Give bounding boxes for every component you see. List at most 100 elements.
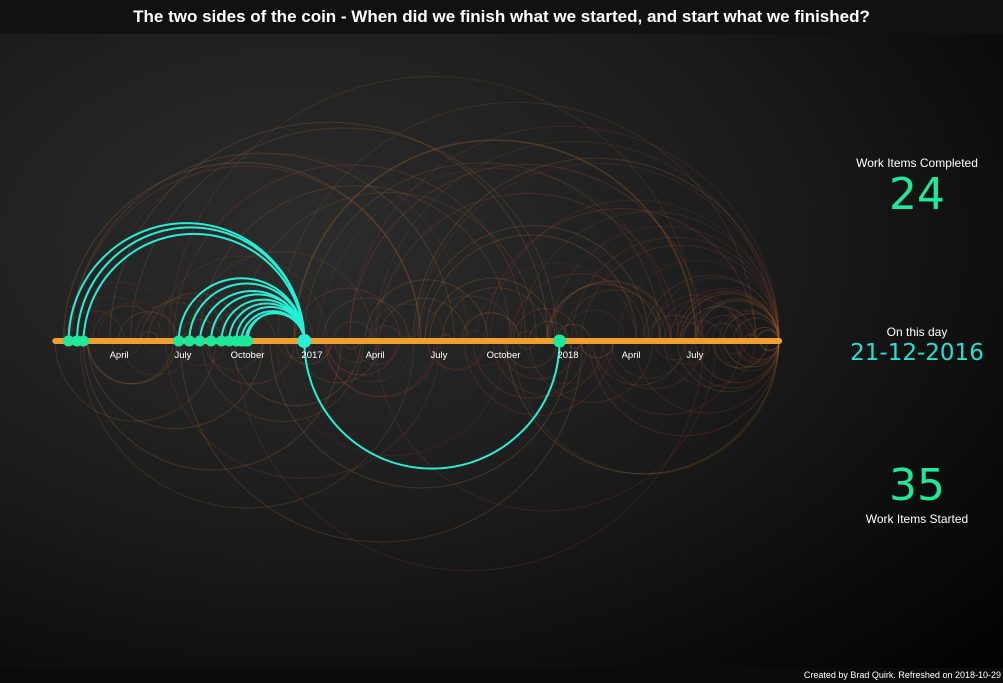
background-arc: [733, 340, 780, 364]
completed-node: [216, 335, 227, 347]
background-arc: [679, 320, 724, 342]
background-arc: [427, 340, 485, 370]
background-arc: [179, 340, 583, 543]
background-arc: [591, 340, 685, 386]
background-arc: [234, 340, 705, 572]
background-arc: [741, 340, 780, 361]
background-arc: [461, 312, 520, 342]
background-arc: [423, 295, 515, 342]
completed-node: [205, 335, 217, 347]
tick-label: July: [686, 350, 703, 361]
background-arc: [109, 121, 549, 342]
background-arc: [417, 225, 650, 342]
background-arc: [524, 340, 611, 385]
background-arc: [734, 340, 780, 362]
background-arc: [293, 140, 696, 342]
background-arc: [634, 340, 780, 414]
completed-node: [242, 335, 253, 347]
background-arc: [201, 340, 364, 423]
background-arc: [711, 308, 780, 342]
started-stat: 35 Work Items Started: [832, 460, 1002, 526]
footer-credit: Created by Brad Quirk. Refreshed on 2018…: [803, 670, 1001, 680]
background-arc: [427, 340, 488, 371]
background-arc: [412, 157, 780, 342]
background-arc: [593, 340, 742, 416]
background-arc: [696, 299, 780, 342]
background-arc: [489, 199, 780, 342]
tick-label: 2018: [557, 350, 578, 361]
background-arc: [512, 308, 579, 342]
background-arc: [510, 273, 647, 342]
background-arc: [676, 340, 780, 393]
background-arc: [610, 340, 687, 379]
background-arc: [324, 340, 439, 398]
background-arc: [549, 280, 672, 342]
tick-label: April: [110, 350, 129, 361]
background-arc: [295, 340, 381, 384]
background-arc: [555, 323, 591, 342]
background-arc: [602, 340, 704, 390]
background-arc: [63, 282, 182, 342]
background-arc: [140, 297, 228, 342]
background-arc: [86, 340, 264, 430]
background-arc: [414, 162, 780, 342]
background-arc: [349, 125, 780, 342]
highlight-nodes[interactable]: [63, 334, 567, 348]
background-arc: [694, 340, 780, 384]
background-arc: [303, 162, 661, 342]
background-arc: [134, 301, 214, 342]
background-arc: [317, 167, 673, 342]
background-arc: [174, 340, 225, 367]
completed-arc: [246, 311, 306, 342]
background-arc: [277, 101, 756, 342]
background-arc: [188, 250, 375, 342]
completed-arc: [188, 282, 306, 342]
background-arc: [663, 340, 756, 388]
background-arc: [546, 281, 672, 342]
background-arc: [63, 310, 125, 342]
background-arc: [428, 277, 556, 342]
background-arc: [278, 340, 313, 359]
background-arc: [663, 321, 704, 342]
selected-day-stat: On this day 21-12-2016: [832, 325, 1002, 367]
background-arc: [378, 297, 469, 342]
completed-node: [77, 335, 89, 347]
background-arc: [459, 340, 510, 366]
background-arc: [441, 287, 550, 342]
background-arc: [588, 340, 780, 437]
background-arc: [54, 340, 217, 422]
background-arc: [662, 340, 711, 365]
background-arc: [722, 312, 780, 342]
footer: Created by Brad Quirk. Refreshed on 2018…: [0, 668, 1003, 683]
background-arc: [512, 340, 780, 475]
completed-label: Work Items Completed: [856, 156, 978, 170]
background-arc: [693, 298, 780, 342]
background-arc: [679, 293, 780, 342]
background-arc: [579, 340, 615, 359]
background-arc: [529, 340, 654, 403]
background-arc: [199, 185, 511, 342]
axis-tick-labels: April July October 2017 April July October 2018…: [110, 350, 704, 361]
background-arc: [669, 288, 780, 342]
started-arc: [303, 340, 561, 470]
background-arc: [207, 340, 296, 385]
background-arc: [333, 340, 378, 364]
background-arc: [704, 322, 742, 342]
arc-chart[interactable]: April July October 2017 April July October 2018…: [0, 34, 830, 668]
background-arc: [156, 255, 328, 342]
background-arc: [79, 340, 415, 509]
tick-label: April: [622, 350, 641, 361]
background-arc: [230, 340, 362, 407]
completed-arc: [67, 222, 306, 342]
background-arc: [651, 277, 780, 342]
background-arc: [332, 320, 374, 342]
page-title: The two sides of the coin - When did we …: [133, 7, 870, 26]
background-arc: [325, 340, 399, 376]
background-arc: [718, 340, 780, 372]
tick-label: July: [174, 350, 191, 361]
background-arc: [375, 192, 680, 342]
tick-label: October: [231, 350, 265, 361]
background-arc: [168, 75, 699, 342]
background-arc: [545, 283, 661, 342]
background-arc: [165, 340, 441, 479]
